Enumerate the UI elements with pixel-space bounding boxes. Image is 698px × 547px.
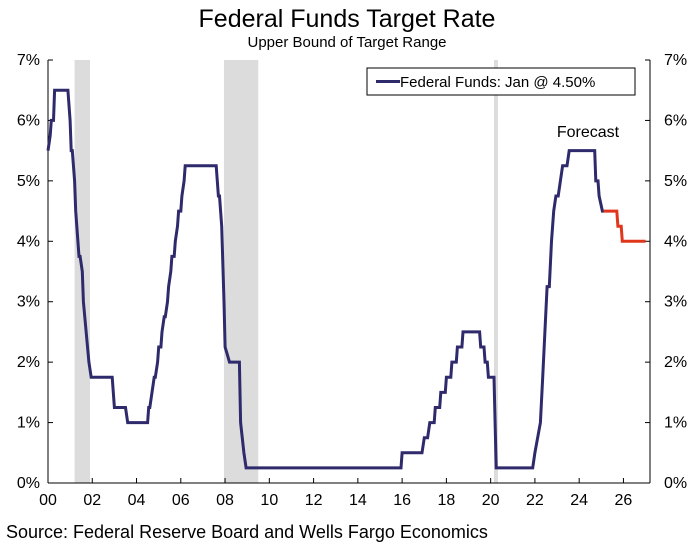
y-tick-label-left: 7%	[17, 52, 40, 69]
forecast-series-line	[603, 209, 646, 243]
x-tick-label: 08	[216, 492, 234, 509]
chart-subtitle: Upper Bound of Target Range	[247, 34, 446, 51]
x-tick-label: 04	[128, 492, 146, 509]
x-tick-label: 02	[83, 492, 101, 509]
x-tick-label: 10	[260, 492, 278, 509]
x-tick-label: 12	[305, 492, 323, 509]
y-tick-label-left: 2%	[17, 354, 40, 371]
legend-box	[366, 67, 636, 96]
y-tick-label-right: 6%	[664, 112, 687, 129]
source-note: Source: Federal Reserve Board and Wells …	[6, 522, 488, 542]
x-tick-label: 24	[570, 492, 588, 509]
y-tick-label-left: 6%	[17, 112, 40, 129]
y-tick-label-left: 5%	[17, 173, 40, 190]
axes: 0% 0% 1% 1% 2% 2% 3% 3% 4% 4% 5% 5% 6% 6% 7% 7% 00 02 04 06…	[17, 52, 687, 509]
x-tick-label: 00	[39, 492, 57, 509]
federal-funds-series-line	[46, 88, 604, 470]
x-tick-label: 20	[482, 492, 500, 509]
forecast-annotation: Forecast	[557, 124, 620, 141]
series-lines	[46, 88, 646, 470]
x-tick-label: 22	[526, 492, 544, 509]
y-tick-label-right: 0%	[664, 475, 687, 492]
recession-shading	[74, 60, 498, 483]
legend-label: Federal Funds: Jan @ 4.50%	[400, 74, 595, 91]
chart-title: Federal Funds Target Rate	[199, 5, 496, 33]
x-tick-label: 06	[172, 492, 190, 509]
y-tick-label-left: 0%	[17, 475, 40, 492]
y-tick-label-right: 4%	[664, 233, 687, 250]
x-tick-label: 26	[615, 492, 633, 509]
x-tick-label: 18	[437, 492, 455, 509]
y-tick-label-right: 7%	[664, 52, 687, 69]
x-tick-label: 16	[393, 492, 411, 509]
y-tick-label-right: 5%	[664, 173, 687, 190]
y-tick-label-left: 3%	[17, 294, 40, 311]
y-tick-label-left: 4%	[17, 233, 40, 250]
y-tick-label-right: 3%	[664, 294, 687, 311]
y-tick-label-left: 1%	[17, 415, 40, 432]
legend: Federal Funds: Jan @ 4.50%	[366, 67, 636, 96]
recession-band-3	[493, 60, 498, 483]
y-tick-label-right: 1%	[664, 415, 687, 432]
x-tick-label: 14	[349, 492, 367, 509]
y-tick-label-right: 2%	[664, 354, 687, 371]
